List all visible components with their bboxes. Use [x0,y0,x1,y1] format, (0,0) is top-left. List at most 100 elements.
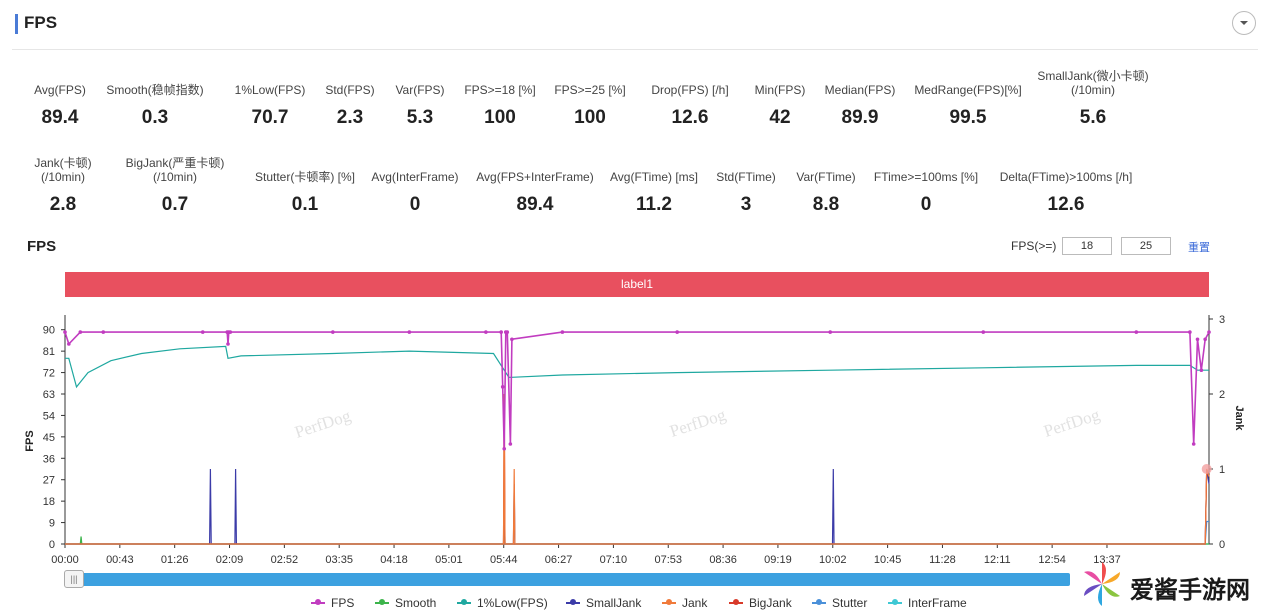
fps-point [1188,330,1192,334]
metric-value: 0.7 [161,194,189,215]
fps-point [331,330,335,334]
metric-label: Std(FTime) [716,170,776,184]
legend-swatch [729,599,743,605]
legend-label: Stutter [832,596,868,610]
x-tick-label: 03:35 [325,554,353,566]
metric-value: 42 [769,107,791,128]
fps-point [510,337,514,342]
legend-swatch [812,599,826,605]
fps-point [675,330,679,334]
fps-point [1203,337,1207,342]
fps-point [63,330,67,334]
r1-metric: SmallJank(微小卡顿) (/10min) 5.6 [1013,69,1173,128]
legend-item[interactable]: InterFrame [888,596,967,610]
fps-point [981,330,986,334]
metric-value: 3 [740,194,752,215]
logo-text: 爱酱手游网 [1130,577,1250,604]
x-tick-label: 10:45 [874,554,902,566]
metric-value: 99.5 [949,107,987,128]
metric-value: 2.3 [336,107,364,128]
legend-label: InterFrame [908,596,967,610]
metric-label: FPS>=25 [%] [554,83,626,97]
fps-threshold-input-1[interactable] [1062,237,1112,255]
series-jank [65,393,1210,545]
fps-threshold-input-2[interactable] [1121,237,1171,255]
x-tick-label: 02:09 [216,554,244,566]
metric-label: Min(FPS) [754,83,806,97]
title-accent-bar [15,14,18,34]
y-left-tick-label: 45 [43,432,55,444]
x-tick-label: 13:37 [1093,554,1121,566]
metric-value: 8.8 [812,194,840,215]
legend-label: SmallJank [586,596,642,610]
label-band[interactable]: label1 [65,272,1209,297]
metric-value: 89.9 [841,107,879,128]
y-right-tick-label: 2 [1219,389,1225,401]
metric-label: Avg(FPS) [34,83,86,97]
metric-label: FPS>=18 [%] [464,83,536,97]
fps-point [508,442,513,446]
fps-point [407,330,412,334]
legend-item[interactable]: SmallJank [566,596,641,610]
legend-label: BigJank [749,596,792,610]
fps-point [1207,330,1211,334]
metric-label: MedRange(FPS)[%] [914,83,1022,97]
legend-label: FPS [331,596,355,610]
y-right-axis-title: Jank [1233,405,1245,431]
fps-threshold-label: FPS(>=) [1011,239,1057,253]
metric-value: 0.1 [291,194,319,215]
perfdog-watermark: PerfDog [292,406,353,442]
y-left-tick-label: 27 [43,475,55,487]
metric-value: 89.4 [516,194,554,215]
hover-marker [1201,464,1212,474]
legend-item[interactable]: 1%Low(FPS) [457,596,548,610]
perfdog-watermark: PerfDog [1041,405,1102,441]
fps-chart[interactable]: 0 9 18 27 36 45 54 63 72 81 90 0 1 2 3 00:00 00:43 01:26 0… [0,300,1269,570]
metric-value: 5.3 [406,107,434,128]
r2-metric: Avg(InterFrame) 0 [335,170,495,215]
metric-value: 0 [920,194,932,215]
x-tick-label: 04:18 [380,554,408,566]
legend-item[interactable]: BigJank [729,596,792,610]
legend-item[interactable]: Jank [662,596,707,610]
reset-button[interactable]: 重置 [1188,242,1210,254]
x-tick-label: 12:11 [984,554,1011,566]
metric-label: Smooth(稳帧指数) [106,83,204,97]
x-tick-label: 02:52 [271,554,299,566]
fps-point [1195,337,1200,342]
collapse-button[interactable] [1232,11,1256,35]
header-divider [12,49,1258,50]
legend-item[interactable]: FPS [311,596,354,610]
metric-value: 0.3 [141,107,169,128]
metric-value: 100 [574,107,606,128]
metric-value: 11.2 [636,194,672,215]
site-logo: 爱酱手游网 [1080,560,1265,610]
time-range-slider[interactable] [66,573,1070,586]
fps-point [500,385,505,389]
metric-label: Var(FTime) [796,170,856,184]
x-tick-label: 12:54 [1038,554,1066,566]
y-right-tick-label: 1 [1219,464,1225,476]
r1-metric: Median(FPS) 89.9 [780,83,940,128]
r2-metric: BigJank(严重卡顿) (/10min) 0.7 [95,156,255,215]
metric-label: Avg(InterFrame) [371,170,459,184]
r2-metric: FTime>=100ms [%] 0 [846,170,1006,215]
metric-label: SmallJank(微小卡顿) [1037,69,1149,83]
metric-value: 0 [409,194,421,215]
legend-item[interactable]: Smooth [375,596,436,610]
slider-handle[interactable]: ||| [64,570,84,588]
y-left-tick-label: 36 [43,453,55,465]
y-right-tick-label: 3 [1219,314,1225,326]
x-tick-label: 00:43 [106,554,134,566]
fps-point [1134,330,1139,334]
metric-unit-label: (/10min) [1070,83,1115,97]
legend-item[interactable]: Stutter [812,596,867,610]
y-left-axis-title: FPS [24,430,36,451]
y-left-tick-label: 81 [43,346,55,358]
fps-point [828,330,833,334]
metric-label: Delta(FTime)>100ms [/h] [999,170,1133,184]
r1-metric: Var(FPS) 5.3 [340,83,500,128]
metric-value: 5.6 [1079,107,1107,128]
fps-point [505,330,510,334]
fps-point [499,330,503,334]
